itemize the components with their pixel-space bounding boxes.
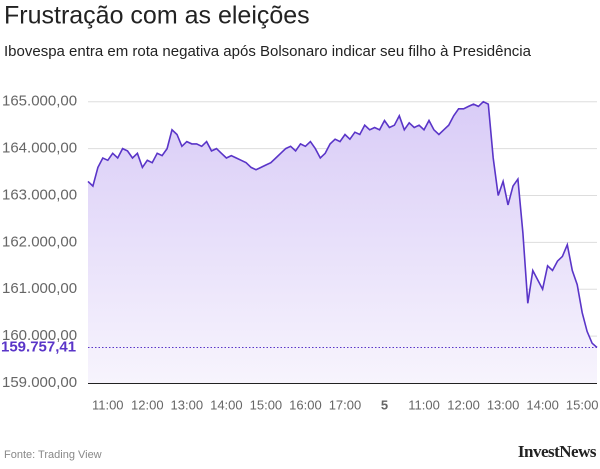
last-value-label: 159.757,41 [1, 338, 76, 355]
x-tick-label: 11:00 [92, 397, 124, 412]
x-tick-label: 12:00 [447, 397, 480, 412]
brand: InvestNews [518, 442, 597, 461]
x-tick-label: 11:00 [408, 397, 440, 412]
y-tick-label: 160.000,00 [2, 327, 77, 344]
x-tick-label: 13:00 [171, 397, 204, 412]
y-tick-label: 159.000,00 [2, 374, 77, 391]
y-tick-label: 163.000,00 [2, 186, 77, 203]
y-tick-label: 161.000,00 [2, 280, 77, 297]
x-tick-label: 16:00 [289, 397, 322, 412]
source: Fonte: Trading View [4, 449, 102, 461]
x-tick-label: 14:00 [210, 397, 243, 412]
area [88, 101, 597, 383]
x-tick-label: 5 [381, 397, 388, 412]
x-tick-label: 14:00 [526, 397, 559, 412]
y-tick-label: 165.000,00 [2, 93, 77, 110]
y-tick-label: 164.000,00 [2, 140, 77, 157]
y-tick-label: 162.000,00 [2, 233, 77, 250]
chart-title: Frustração com as eleições [4, 2, 310, 30]
x-tick-label: 15:00 [566, 397, 599, 412]
x-tick-label: 12:00 [131, 397, 164, 412]
line [87, 100, 598, 349]
x-tick-label: 13:00 [487, 397, 520, 412]
chart-subtitle: Ibovespa entra em rota negativa após Bol… [4, 43, 532, 60]
x-tick-label: 15:00 [250, 397, 283, 412]
x-tick-label: 17:00 [329, 397, 362, 412]
